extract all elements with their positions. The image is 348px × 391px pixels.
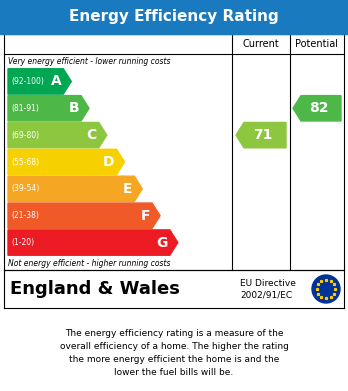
Text: (1-20): (1-20) (11, 238, 34, 247)
Text: 82: 82 (309, 101, 329, 115)
Polygon shape (293, 96, 341, 121)
Text: Potential: Potential (295, 39, 339, 49)
Text: Not energy efficient - higher running costs: Not energy efficient - higher running co… (8, 258, 171, 267)
Text: England & Wales: England & Wales (10, 280, 180, 298)
Text: F: F (141, 209, 150, 223)
Polygon shape (236, 122, 286, 148)
Text: D: D (103, 155, 114, 169)
Polygon shape (8, 69, 71, 94)
Text: (92-100): (92-100) (11, 77, 44, 86)
Circle shape (312, 275, 340, 303)
Bar (0, 0, 348, 34)
Polygon shape (8, 122, 107, 148)
Text: (81-91): (81-91) (11, 104, 39, 113)
Polygon shape (8, 149, 125, 175)
Text: The energy efficiency rating is a measure of the
overall efficiency of a home. T: The energy efficiency rating is a measur… (60, 329, 288, 377)
Polygon shape (8, 203, 160, 228)
Text: E: E (123, 182, 132, 196)
Text: (21-38): (21-38) (11, 211, 39, 220)
Text: A: A (50, 74, 61, 88)
Text: EU Directive
2002/91/EC: EU Directive 2002/91/EC (240, 279, 296, 300)
Text: C: C (87, 128, 97, 142)
Text: Energy Efficiency Rating: Energy Efficiency Rating (69, 9, 279, 25)
Text: B: B (69, 101, 79, 115)
Polygon shape (8, 176, 142, 201)
Text: Very energy efficient - lower running costs: Very energy efficient - lower running co… (8, 57, 171, 66)
Text: Current: Current (243, 39, 279, 49)
Bar (0, 34, 348, 270)
Text: 71: 71 (253, 128, 273, 142)
Polygon shape (8, 96, 89, 121)
Text: (39-54): (39-54) (11, 185, 39, 194)
Text: G: G (157, 235, 168, 249)
Text: (55-68): (55-68) (11, 158, 39, 167)
Bar (0, 270, 348, 308)
Polygon shape (8, 230, 178, 255)
Text: (69-80): (69-80) (11, 131, 39, 140)
